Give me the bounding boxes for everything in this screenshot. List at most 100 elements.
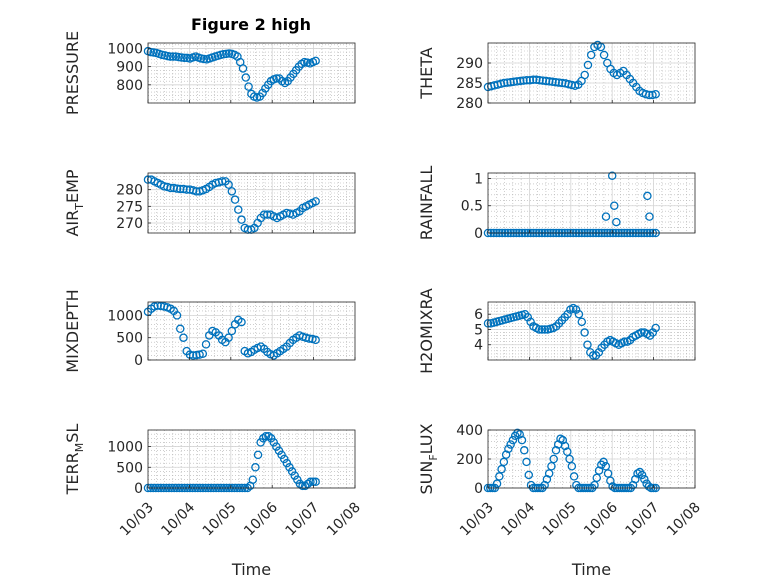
data-point [565,454,574,464]
y-tick-label: 1000 [107,440,143,456]
axes-box [147,429,356,489]
data-point [601,461,611,471]
y-axis-label: RAINFALL [417,166,436,241]
subplot-terr-msl: 1000 500 0 TERRMSL 10/03 10/04 10/05 10/06 10/07… [63,424,364,579]
y-tick-label: 500 [116,460,143,476]
axes-box [487,42,696,104]
data-point [175,324,185,334]
data-point [641,89,651,99]
data-point [577,317,587,327]
data-point [517,435,527,445]
data-point [177,53,186,62]
y-tick-label: 0.5 [461,199,483,215]
x-tick-label: 10/06 [241,499,281,539]
data-point [532,75,541,85]
data-point [571,305,581,314]
data-point [599,50,609,60]
data-point [272,442,281,451]
data-point [580,328,589,337]
y-tick-label: 0 [474,481,483,497]
data-point [535,75,544,85]
data-point [300,481,310,491]
data-point [590,480,599,490]
y-axis-label: AIRTEMP [63,169,86,236]
data-point [237,317,246,327]
x-tick-label: 10/04 [498,499,538,539]
data-point [274,446,284,455]
data-point [258,88,267,98]
data-point [179,184,188,194]
data-point [298,481,307,491]
y-axis-label: TERRMSL [63,424,86,496]
data-point [217,177,227,186]
x-tick-label: 10/04 [158,499,198,539]
plot-area [148,43,355,103]
data-point [524,470,534,480]
data-point [492,479,502,488]
data-point [224,49,234,58]
y-tick-label: 285 [456,76,483,92]
data-point [545,77,554,86]
data-point [259,434,268,443]
data-point [563,309,572,319]
data-point [224,180,233,189]
axes-box [487,301,696,361]
y-tick-label: 1000 [107,308,143,324]
y-tick-label: 400 [456,423,483,439]
data-point [607,171,617,180]
data-point [221,49,231,59]
data-point [540,325,550,334]
data-point [495,472,504,481]
data-point [253,450,263,460]
data-point [569,472,579,481]
x-axis-label: Time [231,560,271,579]
y-tick-label: 275 [116,199,143,215]
data-point [538,76,548,85]
data-point [513,428,522,438]
data-point [198,349,208,359]
data-point [234,205,243,214]
subplot-mixdepth: 1000 500 0 MIXDEPTH [63,289,356,373]
data-point [583,340,592,349]
data-point [504,444,513,454]
data-point [522,457,531,467]
data-point [166,52,175,61]
subplot-sun-flux: 400 200 0 SUNFLUX 10/03 10/04 10/05 10/06 10/07 1… [417,423,704,579]
data-point [294,62,304,71]
data-point [563,447,572,456]
y-tick-label: 200 [456,452,483,468]
data-point [601,212,611,221]
y-tick-label: 5 [474,322,483,338]
data-point [227,326,237,336]
data-point [311,477,320,487]
data-point [241,73,251,82]
data-point [506,77,515,87]
data-point [311,335,320,345]
figure-title: Figure 2 high [191,15,311,34]
data-point [244,82,253,91]
data-point [603,469,613,478]
data-point [633,469,642,478]
data-point [548,77,557,87]
data-point [554,78,564,87]
plot-area [488,43,695,103]
y-tick-label: 0 [474,226,483,242]
data-point [586,50,596,60]
data-point [275,74,284,83]
data-point [583,60,593,70]
data-point [279,454,289,464]
y-tick-label: 4 [474,338,483,354]
data-point [175,184,185,194]
data-point [248,475,258,484]
y-axis-label: MIXDEPTH [63,289,82,372]
data-point [610,201,619,210]
data-point [179,333,188,342]
data-point [277,450,286,460]
y-tick-label: 0 [134,481,143,497]
subplot-h2omixra: 654 H2OMIXRA [417,288,696,374]
data-point [512,77,522,86]
